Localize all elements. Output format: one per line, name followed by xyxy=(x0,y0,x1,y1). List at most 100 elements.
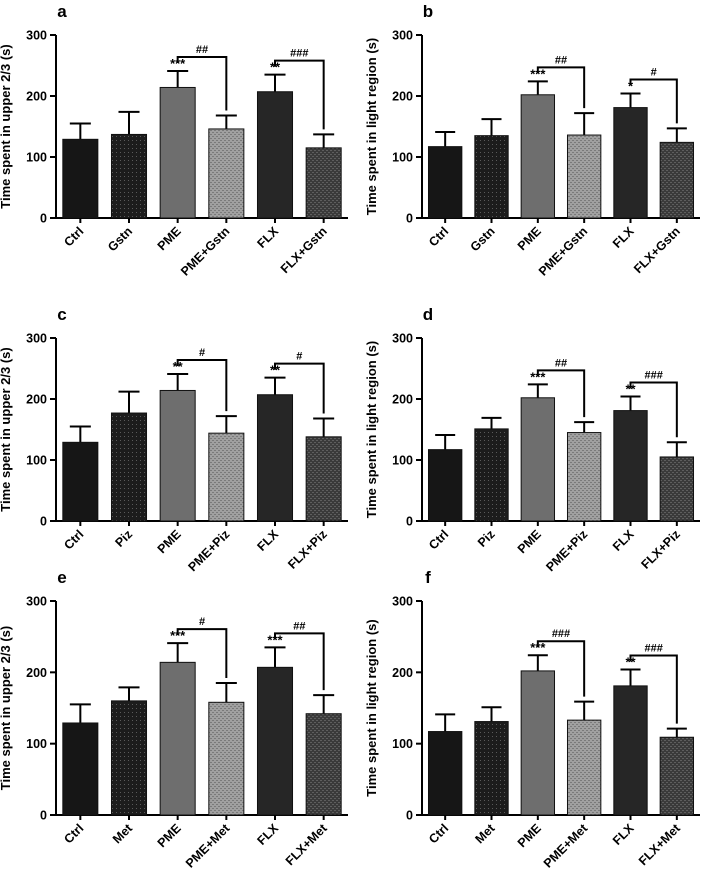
comparison-bracket xyxy=(536,369,586,418)
significance-stars: ** xyxy=(625,382,636,397)
x-tick-label: Ctrl xyxy=(61,527,86,552)
comparison-bracket xyxy=(176,628,228,679)
comparison-label: ## xyxy=(555,54,567,66)
chart-panel-d: d Time spent in light region (s) 0 100 200 30… xyxy=(364,305,700,574)
comparison-bracket xyxy=(274,362,325,414)
y-tick-label: 100 xyxy=(26,454,47,468)
comparison-bracket xyxy=(629,381,678,438)
x-tick-label: Met xyxy=(472,821,498,847)
y-tick-label: 300 xyxy=(26,595,47,609)
x-tick-label: FLX xyxy=(255,821,282,848)
bar-met xyxy=(110,700,148,816)
x-tick-label: Ctrl xyxy=(61,224,86,249)
x-tick-label: PME+Piz xyxy=(185,527,232,574)
y-tick-label: 100 xyxy=(392,737,413,751)
y-tick-label: 0 xyxy=(40,212,47,226)
comparison-label: # xyxy=(199,347,205,359)
y-tick-label: 300 xyxy=(392,332,413,346)
bar-pme-plus-gstn xyxy=(208,128,245,219)
y-axis-label: Time spent in light region (s) xyxy=(364,619,379,796)
bar-ctrl xyxy=(427,731,463,816)
y-tick-label: 0 xyxy=(40,809,47,823)
bar-flx xyxy=(613,107,648,219)
bar-gstn xyxy=(474,135,509,219)
x-tick-label: FLX+Gstn xyxy=(631,224,683,276)
chart-panel-a: a Time spent in upper 2/3 (s) 0 100 200 300 Ct… xyxy=(0,2,348,279)
x-tick-label: PME xyxy=(155,224,184,253)
y-tick-label: 100 xyxy=(26,737,47,751)
significance-stars: ** xyxy=(625,654,636,669)
x-tick-label: Ctrl xyxy=(426,527,451,552)
x-tick-label: FLX+Met xyxy=(636,821,684,869)
bar-flx-plus-gstn xyxy=(305,147,342,219)
y-tick-label: 300 xyxy=(392,595,413,609)
chart-panel-c: c Time spent in upper 2/3 (s) 0 100 200 300 Ct… xyxy=(0,305,348,574)
bar-pme-plus-gstn xyxy=(566,134,602,219)
comparison-label: ### xyxy=(290,48,308,60)
bar-ctrl xyxy=(427,146,463,219)
bar-flx xyxy=(613,410,648,522)
x-tick-label: Ctrl xyxy=(426,224,451,249)
panel-label: f xyxy=(425,568,431,587)
bar-ctrl xyxy=(62,441,99,522)
panel-label: c xyxy=(57,305,66,324)
bar-pme-plus-piz xyxy=(208,432,245,522)
significance-stars: *** xyxy=(170,628,186,643)
panel-label: d xyxy=(423,305,433,324)
x-tick-label: PME xyxy=(515,527,544,556)
bar-flx-plus-piz xyxy=(659,456,695,522)
significance-stars: *** xyxy=(530,369,546,384)
x-tick-label: FLX+Piz xyxy=(285,527,330,572)
bar-met xyxy=(474,721,509,816)
comparison-bracket xyxy=(536,640,586,697)
comparison-label: # xyxy=(199,616,205,628)
comparison-label: ## xyxy=(196,44,208,56)
y-axis-label: Time spent in upper 2/3 (s) xyxy=(0,347,13,511)
bar-pme-plus-met xyxy=(208,701,245,816)
comparison-bracket xyxy=(536,66,586,109)
x-tick-label: Ctrl xyxy=(426,821,451,846)
x-tick-label: PME xyxy=(515,821,544,850)
bar-flx xyxy=(613,685,648,816)
x-tick-label: FLX xyxy=(255,224,282,251)
significance-stars: ** xyxy=(173,359,184,374)
chart-panel-b: b Time spent in light region (s) 0 100 200 30… xyxy=(364,2,700,279)
bar-pme xyxy=(159,389,196,522)
bar-flx xyxy=(256,666,294,816)
bar-flx xyxy=(256,91,294,219)
y-tick-label: 0 xyxy=(406,809,413,823)
x-tick-label: PME+Piz xyxy=(543,527,590,574)
y-tick-label: 300 xyxy=(26,332,47,346)
comparison-bracket xyxy=(629,654,678,724)
comparison-label: # xyxy=(651,67,657,79)
comparison-label: ### xyxy=(644,642,662,654)
bar-piz xyxy=(110,412,148,522)
chart-panel-e: e Time spent in upper 2/3 (s) 0 100 200 300 Ct… xyxy=(0,568,348,871)
significance-stars: ** xyxy=(270,363,281,378)
y-tick-label: 200 xyxy=(26,666,47,680)
x-tick-label: PME+Gstn xyxy=(178,224,232,278)
bar-pme xyxy=(520,94,556,219)
x-tick-label: FLX+Piz xyxy=(638,527,683,572)
y-tick-label: 0 xyxy=(406,212,413,226)
x-tick-label: FLX xyxy=(610,527,637,554)
y-tick-label: 100 xyxy=(392,454,413,468)
x-tick-label: PME+Met xyxy=(183,821,233,871)
comparison-label: ### xyxy=(644,370,662,382)
significance-stars: *** xyxy=(267,632,283,647)
y-axis-label: Time spent in upper 2/3 (s) xyxy=(0,44,13,208)
comparison-bracket xyxy=(629,78,678,124)
bar-pme-plus-piz xyxy=(566,432,602,522)
x-tick-label: PME xyxy=(155,821,184,850)
y-axis-label: Time spent in light region (s) xyxy=(364,38,379,215)
y-tick-label: 0 xyxy=(406,515,413,529)
bar-flx-plus-met xyxy=(305,713,342,816)
y-tick-label: 200 xyxy=(26,90,47,104)
bar-pme xyxy=(159,661,196,816)
y-tick-label: 200 xyxy=(392,90,413,104)
y-tick-label: 200 xyxy=(392,393,413,407)
y-tick-label: 300 xyxy=(26,29,47,43)
significance-stars: *** xyxy=(530,640,546,655)
y-tick-label: 100 xyxy=(26,151,47,165)
significance-stars: *** xyxy=(170,56,186,71)
